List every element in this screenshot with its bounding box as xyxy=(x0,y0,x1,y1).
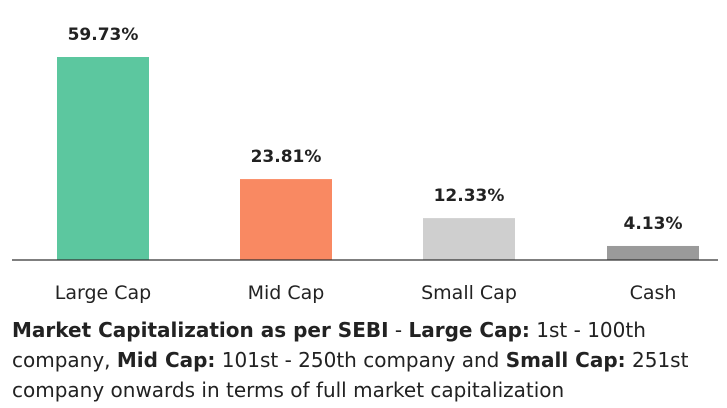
footnote-large-cap-text: 1st - 100th company, xyxy=(12,318,646,372)
value-label-small-cap: 12.33% xyxy=(434,186,505,206)
bar-small-cap xyxy=(423,218,515,260)
footnote-small-cap-label: Small Cap: xyxy=(505,348,626,372)
footnote-large-cap-label: Large Cap: xyxy=(408,318,530,342)
category-label-mid-cap: Mid Cap xyxy=(248,282,325,304)
value-label-cash: 4.13% xyxy=(624,214,683,234)
bar-cash xyxy=(607,245,699,260)
category-label-small-cap: Small Cap xyxy=(421,282,517,304)
category-label-cash: Cash xyxy=(630,282,677,304)
footnote-title: Market Capitalization as per SEBI xyxy=(12,318,389,342)
footnote-sep: - xyxy=(388,318,409,342)
bars-group xyxy=(57,57,699,260)
market-cap-bar-chart: 59.73% Large Cap 23.81% Mid Cap 12.33% Small … xyxy=(12,25,718,304)
value-label-large-cap: 59.73% xyxy=(68,25,139,45)
footnote-mid-cap-text: 101st - 250th company and xyxy=(215,348,506,372)
footnote-mid-cap-label: Mid Cap: xyxy=(116,348,216,372)
footnote-small-cap-text: 251st company onwards in terms of full m… xyxy=(12,348,689,402)
category-label-large-cap: Large Cap xyxy=(55,282,151,304)
value-label-mid-cap: 23.81% xyxy=(251,147,322,167)
bar-large-cap xyxy=(57,57,149,260)
labels-group: 59.73% Large Cap 23.81% Mid Cap 12.33% Small … xyxy=(55,25,683,304)
bar-mid-cap xyxy=(240,179,332,260)
footnote: Market Capitalization as per SEBI - Larg… xyxy=(12,315,717,405)
